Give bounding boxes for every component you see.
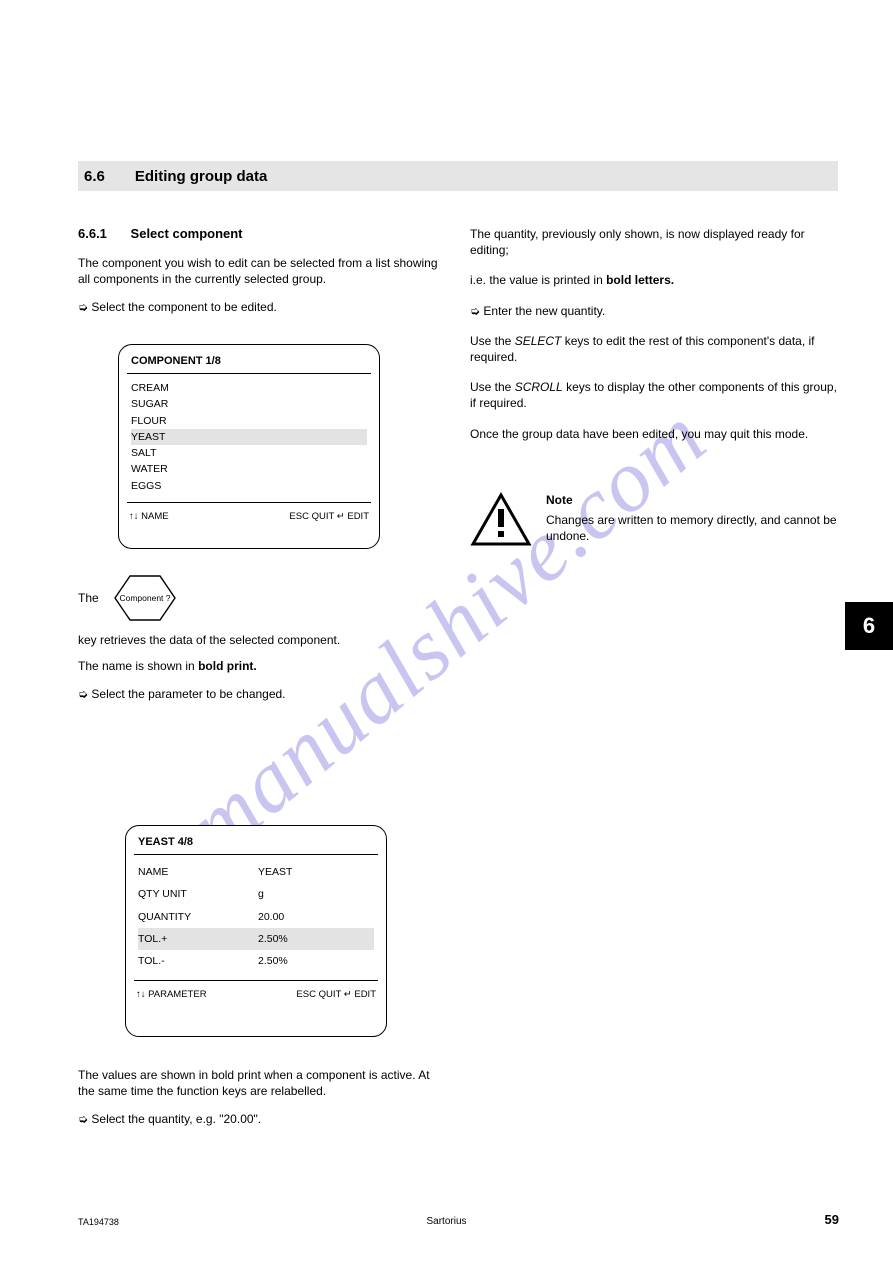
- intro-block: 6.6.1 Select component The component you…: [78, 225, 442, 327]
- text-after-hex: key retrieves the data of the selected c…: [78, 632, 340, 648]
- screen1-title: COMPONENT 1/8: [127, 355, 371, 374]
- screen1-row: YEAST: [131, 429, 367, 445]
- para2: The name is shown in bold print.: [78, 658, 442, 674]
- screen2-row: TOL.- 2.50%: [138, 950, 374, 972]
- screen2-row-key: QTY UNIT: [138, 886, 228, 902]
- screen2-row-value: YEAST: [258, 864, 292, 880]
- screen2-footer-left: ↑↓ PARAMETER: [136, 989, 207, 1000]
- note-label: Note: [546, 492, 838, 508]
- screen1-row: SUGAR: [131, 396, 367, 412]
- r-p2: i.e. the value is printed in bold letter…: [470, 272, 838, 288]
- screen2-row: QTY UNIT g: [138, 883, 374, 905]
- hex-label-text: Component ?: [119, 593, 170, 603]
- note-block: Note Changes are written to memory direc…: [470, 492, 838, 552]
- section-number: 6.6: [84, 168, 105, 185]
- screen1-footer-left: ↑↓ NAME: [129, 511, 169, 522]
- section-heading-bar: 6.6 Editing group data: [78, 161, 838, 191]
- subsection-title: Select component: [131, 226, 243, 241]
- screen2-footer: ↑↓ PARAMETER ESC QUIT ↵ EDIT: [134, 985, 378, 1000]
- manual-page: manualshive.com 6.6 Editing group data 6…: [0, 0, 893, 1263]
- screen1-row: FLOUR: [131, 413, 367, 429]
- below2-step: ➭ Select the quantity, e.g. "20.00".: [78, 1111, 442, 1127]
- screen1-divider: [127, 502, 371, 503]
- screen1-row: EGGS: [131, 478, 367, 494]
- intro-text: The component you wish to edit can be se…: [78, 255, 442, 287]
- component-key-hexagon-icon: Component ?: [105, 570, 185, 626]
- screen2-row: TOL.+ 2.50%: [138, 928, 374, 950]
- lcd-screen-component-detail: YEAST 4/8 NAME YEAST QTY UNIT g QUANTITY 20.0…: [125, 825, 387, 1037]
- screen1-row: WATER: [131, 461, 367, 477]
- screen2-footer-right: ESC QUIT ↵ EDIT: [296, 989, 376, 1000]
- intro-step: ➭ Select the component to be edited.: [78, 299, 442, 315]
- para2-step: ➭ Select the parameter to be changed.: [78, 686, 442, 702]
- text-before-hex: The: [78, 590, 99, 606]
- screen1-row: CREAM: [131, 380, 367, 396]
- below-screen2-block: The values are shown in bold print when …: [78, 1055, 442, 1140]
- footer-brand: Sartorius: [0, 1216, 893, 1227]
- note-body: Changes are written to memory directly, …: [546, 512, 838, 544]
- subsection-number: 6.6.1: [78, 226, 107, 241]
- chapter-thumb-tab: 6: [845, 602, 893, 650]
- screen2-divider: [134, 980, 378, 981]
- footer-page-number: 59: [825, 1212, 839, 1227]
- screen2-row: QUANTITY 20.00: [138, 906, 374, 928]
- screen1-row: SALT: [131, 445, 367, 461]
- screen2-row-value: 20.00: [258, 909, 284, 925]
- below-screen1-block: The Component ? key retrieves the data o…: [78, 570, 442, 715]
- screen1-footer: ↑↓ NAME ESC QUIT ↵ EDIT: [127, 507, 371, 522]
- screen2-row-key: NAME: [138, 864, 228, 880]
- screen1-footer-right: ESC QUIT ↵ EDIT: [289, 511, 369, 522]
- screen1-rows: CREAMSUGARFLOURYEASTSALTWATEREGGS: [127, 374, 371, 498]
- screen2-row-key: TOL.-: [138, 953, 228, 969]
- hex-key-sentence: The Component ? key retrieves the data o…: [78, 570, 442, 648]
- subsection-heading: 6.6.1 Select component: [78, 225, 442, 243]
- below2-text: The values are shown in bold print when …: [78, 1067, 442, 1099]
- lcd-screen-component-list: COMPONENT 1/8 CREAMSUGARFLOURYEASTSALTWA…: [118, 344, 380, 549]
- screen2-row-value: g: [258, 886, 264, 902]
- screen2-rows: NAME YEAST QTY UNIT g QUANTITY 20.00 TOL.+ 2.50…: [134, 855, 378, 976]
- screen2-row-key: TOL.+: [138, 931, 228, 947]
- r-p6: Once the group data have been edited, yo…: [470, 426, 838, 442]
- right-column: The quantity, previously only shown, is …: [470, 226, 838, 552]
- screen2-row-value: 2.50%: [258, 931, 288, 947]
- r-p5: Use the SCROLL keys to display the other…: [470, 379, 838, 411]
- r-p4: Use the SELECT keys to edit the rest of …: [470, 333, 838, 365]
- screen2-title: YEAST 4/8: [134, 836, 378, 855]
- note-text: Note Changes are written to memory direc…: [546, 492, 838, 552]
- section-title: Editing group data: [135, 168, 268, 185]
- screen2-row-value: 2.50%: [258, 953, 288, 969]
- r-p3: ➭ Enter the new quantity.: [470, 303, 838, 319]
- warning-triangle-icon: [470, 492, 532, 552]
- screen2-row-key: QUANTITY: [138, 909, 228, 925]
- screen2-row: NAME YEAST: [138, 861, 374, 883]
- r-p1: The quantity, previously only shown, is …: [470, 226, 838, 258]
